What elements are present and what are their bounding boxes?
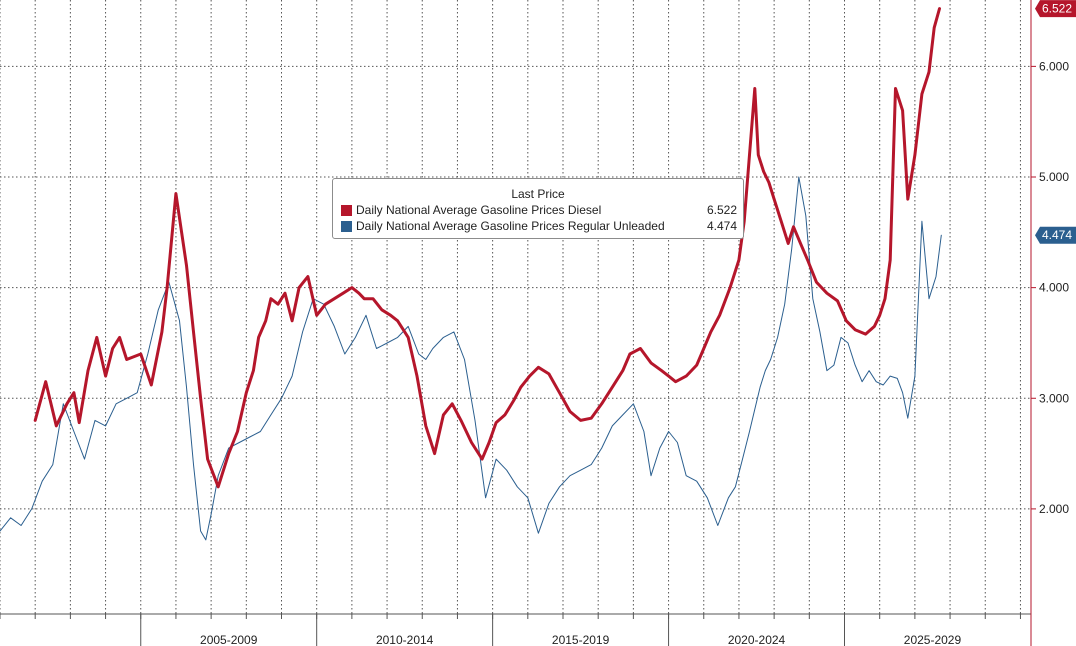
y-tick-label: 3.000: [1039, 391, 1069, 405]
x-tick-label: 2010-2014: [376, 633, 434, 646]
x-tick-label: 2025-2029: [904, 633, 962, 646]
legend-label-regular: Daily National Average Gasoline Prices R…: [356, 219, 665, 233]
last-price-badge-diesel: [1035, 0, 1076, 18]
series-line-diesel: [33, 7, 941, 489]
series-line-regular: [0, 176, 942, 541]
y-tick-label: 4.000: [1039, 281, 1069, 295]
y-tick-label: 2.000: [1039, 502, 1069, 516]
legend-swatch-diesel: [341, 205, 352, 216]
last-price-label-regular: 4.474: [1042, 228, 1072, 242]
x-tick-label: 2020-2024: [728, 633, 786, 646]
legend-title: Last Price: [511, 187, 565, 201]
last-price-badge-regular: [1035, 226, 1076, 244]
last-price-badges: 6.522 4.474: [1035, 0, 1076, 244]
last-price-label-diesel: 6.522: [1042, 2, 1072, 16]
legend-label-diesel: Daily National Average Gasoline Prices D…: [356, 203, 602, 217]
legend-swatch-regular: [341, 221, 352, 232]
legend-value-diesel: 6.522: [706, 203, 737, 217]
y-tick-label: 5.000: [1039, 170, 1069, 184]
y-tick-label: 6.000: [1039, 59, 1069, 73]
series-layer: [0, 7, 942, 541]
x-tick-label: 2005-2009: [200, 633, 258, 646]
legend: Last Price Daily National Average Gasoli…: [332, 178, 744, 239]
legend-entry-diesel: Daily National Average Gasoline Prices D…: [333, 202, 743, 218]
legend-value-regular: 4.474: [706, 219, 737, 233]
x-tick-label: 2015-2019: [552, 633, 610, 646]
grid: [0, 0, 1031, 614]
legend-entry-regular: Daily National Average Gasoline Prices R…: [333, 218, 743, 234]
